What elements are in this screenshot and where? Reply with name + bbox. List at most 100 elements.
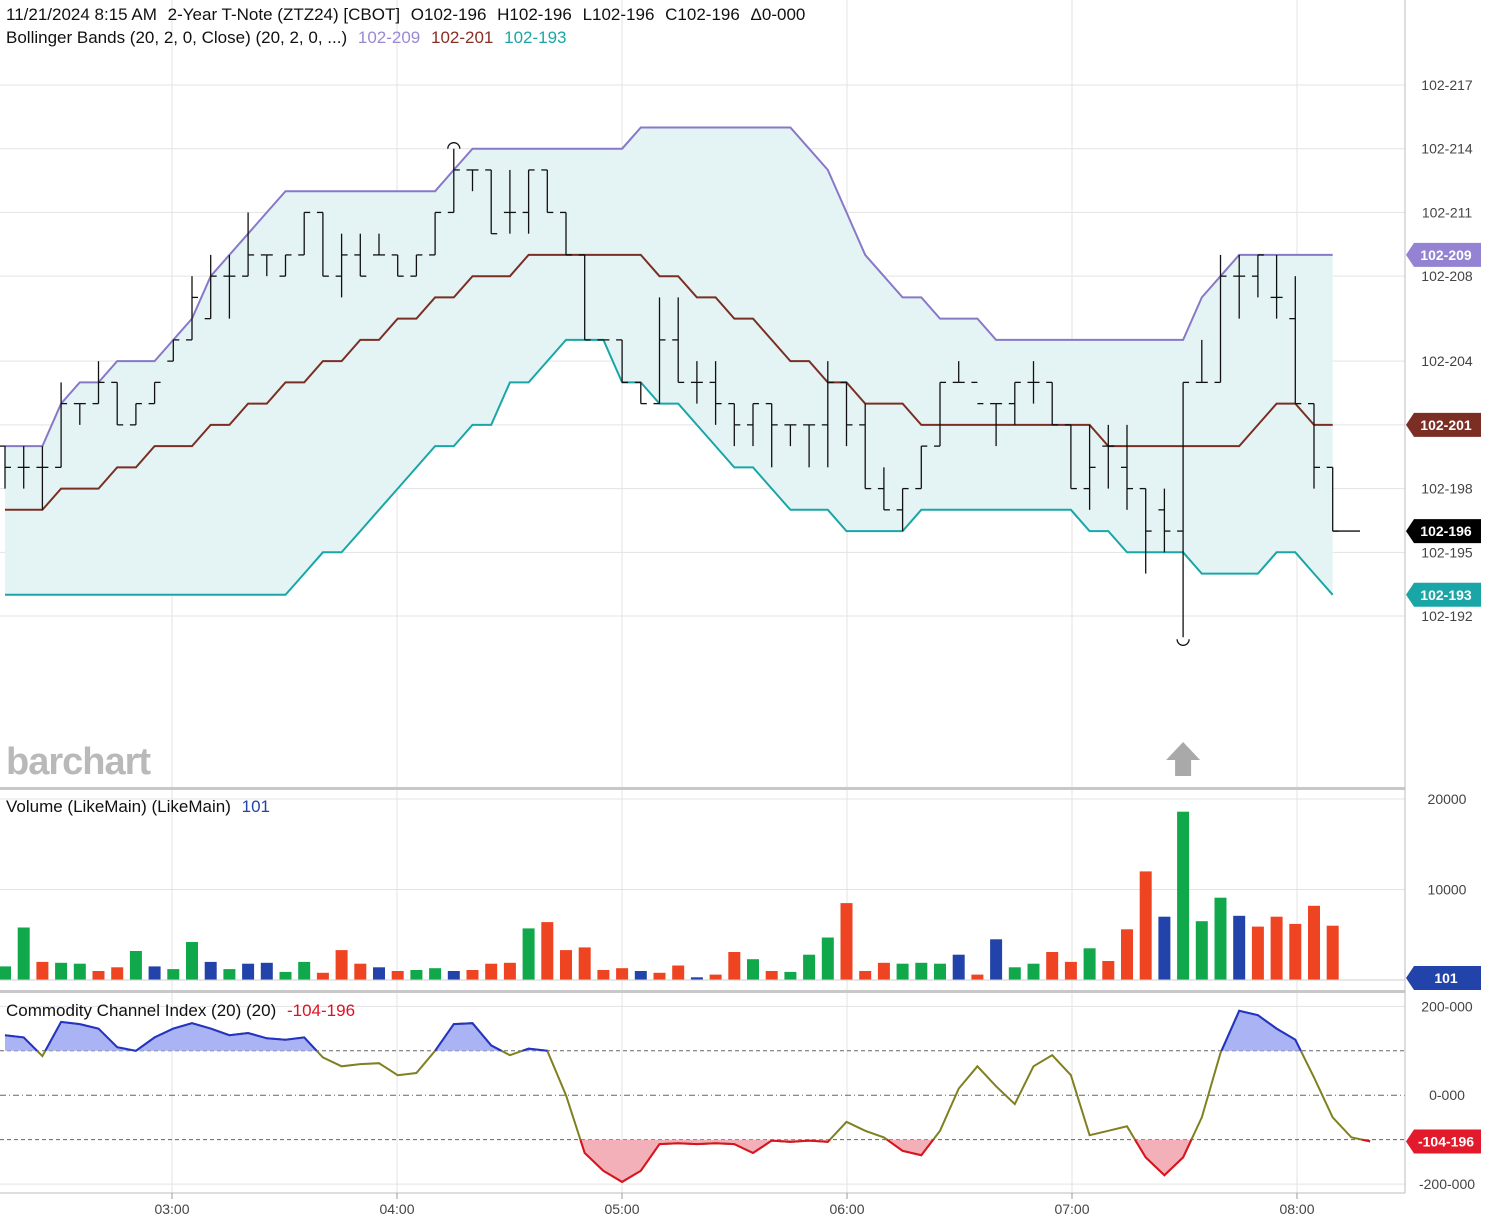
volume-bar-63 [1177,811,1190,980]
volume-bar-19 [354,963,367,980]
ohlc-bar-60 [1121,424,1133,510]
volume-pane[interactable] [0,811,1405,981]
ohlc-bar-56 [1046,381,1059,426]
volume-bar-44 [821,937,834,980]
cci-pane[interactable] [0,1009,1405,1184]
volume-legend[interactable]: Volume (LikeMain) (LikeMain) 101 [6,797,270,816]
volume-bar-27 [503,962,516,980]
cci-fill-below-2 [1135,1139,1192,1176]
ohlc-bar-37 [690,361,703,404]
cci-tick-0-000: 0-000 [1429,1087,1465,1103]
volume-tick-20000: 20000 [1428,791,1467,807]
price-tick-102-217: 102-217 [1421,77,1473,93]
ohlc-bar-41 [765,402,778,468]
volume-bar-10 [186,942,198,980]
ohlc-bar-55 [1027,361,1040,404]
volume-bars [0,811,1405,981]
volume-bar-48 [896,963,909,980]
ohlc-bar-59 [1102,424,1115,489]
ohlc-bar-11 [204,254,217,320]
volume-bar-34 [634,971,647,980]
ohlc-bar-48 [896,487,909,532]
volume-bar-71 [1326,925,1339,980]
volume-bar-2 [36,961,49,980]
volume-bar-32 [597,970,610,980]
ohlc-bar-43 [803,424,816,468]
ohlc-bar-6 [111,381,124,426]
bollinger-band-fill [5,127,1333,595]
volume-bar-53 [990,939,1003,980]
volume-bar-11 [204,961,217,980]
volume-bar-64 [1195,921,1208,980]
ohlc-bar-14 [260,254,273,277]
cci-fill-below-0 [580,1139,830,1182]
volume-bar-8 [148,966,161,980]
cci-line-below-0 [579,1139,831,1184]
ohlc-bar-36 [672,297,685,384]
volume-bar-28 [522,928,535,980]
upper-band-tag: 102-209 [1406,242,1481,267]
volume-bar-58 [1083,948,1096,980]
ohlc-bar-67 [1251,254,1264,298]
time-axis[interactable]: 03:00 04:00 05:00 06:00 07:00 08:00 [154,1193,1315,1217]
lower-band-tag: 102-193 [1406,582,1481,607]
bollinger-legend-name: Bollinger Bands (20, 2, 0, Close) (20, 2… [6,28,347,47]
volume-bar-16 [298,961,311,980]
volume-bar-45 [840,903,853,980]
ohlc-bar-38 [709,361,722,425]
middle-band-tag-label: 102-201 [1420,417,1472,433]
cci-legend[interactable]: Commodity Channel Index (20) (20) -104-1… [6,1001,355,1020]
volume-tick-10000: 10000 [1428,882,1467,898]
price-tick-102-204: 102-204 [1421,353,1473,369]
ohlc-bar-51 [952,361,965,384]
volume-bar-56 [1046,952,1059,980]
volume-value-tag-shape [1406,966,1481,990]
ohlc-bar-2 [36,446,49,510]
volume-bar-43 [803,954,816,980]
volume-bar-68 [1270,916,1283,980]
volume-bar-22 [410,970,423,980]
ohlc-bar-9 [167,339,180,362]
volume-bar-37 [690,977,703,980]
ohlc-bar-4 [73,402,86,425]
ohlc-bar-20 [373,233,385,256]
ohlc-bars [0,148,1360,638]
volume-bar-29 [541,922,554,980]
price-pane[interactable]: barchart [0,126,1360,784]
ohlc-bar-30 [560,211,572,256]
volume-bar-23 [429,968,442,980]
volume-bar-12 [223,969,236,980]
volume-bar-41 [765,971,778,980]
cci-legend-name: Commodity Channel Index (20) (20) [6,1001,276,1020]
price-markers [447,142,1201,776]
volume-bar-55 [1027,963,1040,980]
price-tick-102-198: 102-198 [1421,481,1473,497]
pane-separator-cci[interactable] [0,990,1405,993]
ohlc-bar-28 [522,169,535,234]
up-arrow-icon [1166,742,1201,776]
lower-band-tag-shape [1406,582,1481,607]
cci-fills [5,1010,1371,1182]
ohlc-bar-53 [990,402,1003,447]
pane-separator-volume[interactable] [0,787,1405,790]
volume-bar-33 [616,968,629,980]
ohlc-bar-50 [934,381,946,447]
ohlc-bar-47 [877,467,890,511]
price-tick-102-195: 102-195 [1421,544,1473,560]
ohlc-bar-3 [55,382,68,469]
lower-band-tag-label: 102-193 [1420,587,1472,603]
cci-line-above-0 [4,1034,38,1052]
cci-tick-200-000: 200-000 [1421,998,1473,1014]
ohlc-bar-7 [129,402,142,426]
volume-bar-40 [747,959,759,980]
ohlc-bar-24 [447,148,460,214]
ohlc-bar-19 [354,233,367,277]
volume-bar-67 [1251,926,1264,980]
bollinger-legend[interactable]: Bollinger Bands (20, 2, 0, Close) (20, 2… [6,28,567,47]
volume-bar-26 [485,963,498,980]
ohlc-bar-54 [1008,381,1021,425]
ohlc-bar-1 [17,446,30,489]
header-instrument: 2-Year T-Note (ZTZ24) [CBOT] [168,5,400,24]
ohlc-bar-18 [335,233,348,298]
ohlc-bar-5 [92,361,105,405]
